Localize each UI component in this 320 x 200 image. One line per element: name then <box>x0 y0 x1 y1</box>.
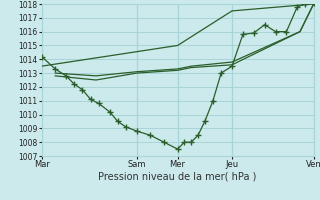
X-axis label: Pression niveau de la mer( hPa ): Pression niveau de la mer( hPa ) <box>99 172 257 182</box>
